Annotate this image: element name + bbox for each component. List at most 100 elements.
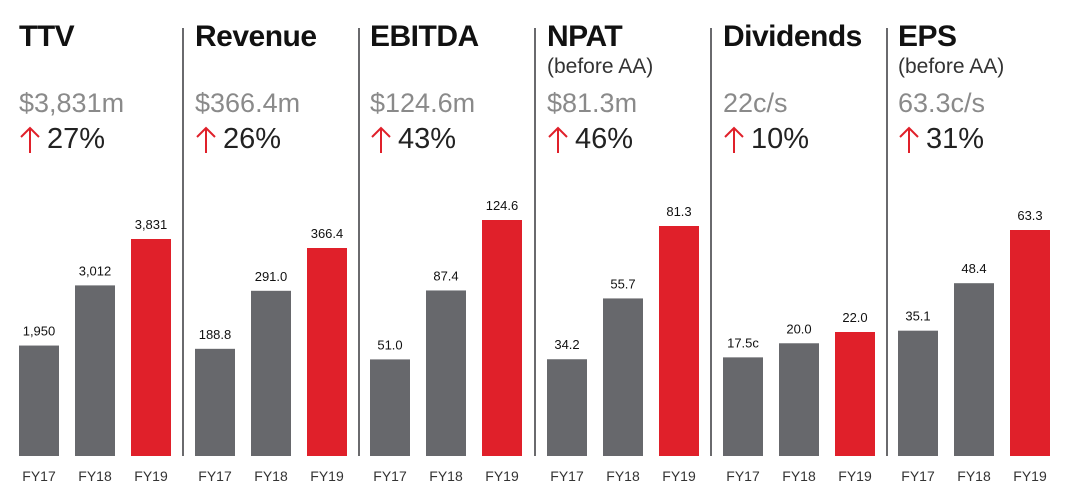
divider — [710, 28, 712, 456]
data-label: 35.1 — [905, 309, 930, 324]
chart-title: EBITDA — [370, 20, 479, 53]
divider — [182, 28, 184, 456]
category-label: FY18 — [78, 468, 112, 484]
data-label: 81.3 — [666, 204, 691, 219]
bar-fy18 — [75, 285, 115, 456]
bar-fy19 — [131, 239, 171, 456]
chart-title: Revenue — [195, 20, 317, 53]
panel-ebitda: EBITDA $124.6m 43% 51.0 FY17 87.4 FY18 124.6… — [358, 0, 534, 497]
category-label: FY18 — [429, 468, 463, 484]
category-label: FY19 — [662, 468, 696, 484]
data-label: 48.4 — [961, 261, 986, 276]
headline-value: $3,831m — [19, 88, 125, 118]
growth-percent: 46% — [575, 123, 634, 155]
data-label: 291.0 — [255, 269, 288, 284]
chart-title: EPS — [898, 20, 957, 53]
up-arrow-icon — [196, 126, 216, 153]
up-arrow-icon — [899, 126, 919, 153]
bar-chart-eps: 35.1 FY17 48.4 FY18 63.3 FY19 — [898, 208, 1050, 484]
category-label: FY18 — [782, 468, 816, 484]
growth-percent: 31% — [926, 123, 985, 155]
bar-fy17 — [370, 359, 410, 456]
data-label: 87.4 — [433, 268, 458, 283]
growth-indicator: 10% — [723, 123, 809, 156]
bar-fy18 — [954, 283, 994, 456]
bar-fy18 — [251, 290, 291, 456]
headline-value: $124.6m — [370, 88, 476, 118]
divider — [886, 28, 888, 456]
data-label: 3,012 — [79, 263, 112, 278]
growth-indicator: 31% — [898, 123, 984, 156]
headline-value: 63.3c/s — [898, 88, 986, 118]
bar-fy18 — [603, 298, 643, 456]
up-arrow-icon — [724, 126, 744, 153]
category-label: FY18 — [254, 468, 288, 484]
category-label: FY17 — [373, 468, 407, 484]
category-label: FY19 — [838, 468, 872, 484]
data-label: 188.8 — [199, 327, 232, 342]
bar-fy17 — [547, 359, 587, 456]
bar-chart-npat: 34.2 FY17 55.7 FY18 81.3 FY19 — [547, 204, 699, 484]
data-label: 20.0 — [786, 321, 811, 336]
chart-title: TTV — [19, 20, 75, 53]
data-label: 17.5c — [727, 335, 759, 350]
panel-eps: EPS (before AA) 63.3c/s 31% 35.1 FY17 48.4… — [886, 0, 1071, 497]
growth-indicator: 26% — [195, 123, 281, 156]
chart-subtitle: (before AA) — [898, 55, 1005, 78]
growth-indicator: 43% — [370, 123, 456, 156]
growth-percent: 10% — [751, 123, 810, 155]
panel-dividends: Dividends 22c/s 10% 17.5c FY17 20.0 FY18 22.… — [710, 0, 886, 497]
growth-percent: 27% — [47, 123, 106, 155]
category-label: FY17 — [901, 468, 935, 484]
panel-revenue: Revenue $366.4m 26% 188.8 FY17 291.0 FY18 36… — [180, 0, 358, 497]
category-label: FY19 — [1013, 468, 1047, 484]
bar-chart-revenue: 188.8 FY17 291.0 FY18 366.4 FY19 — [195, 226, 347, 484]
up-arrow-icon — [371, 126, 391, 153]
bar-chart-ebitda: 51.0 FY17 87.4 FY18 124.6 FY19 — [370, 198, 522, 484]
growth-indicator: 46% — [547, 123, 633, 156]
data-label: 22.0 — [842, 310, 867, 325]
bar-fy17 — [723, 357, 763, 456]
category-label: FY17 — [550, 468, 584, 484]
divider — [534, 28, 536, 456]
chart-title: NPAT — [547, 20, 623, 53]
bar-fy17 — [19, 345, 59, 456]
headline-value: $366.4m — [195, 88, 301, 118]
bar-fy17 — [898, 330, 938, 456]
category-label: FY17 — [198, 468, 232, 484]
bar-fy19 — [835, 332, 875, 456]
data-label: 366.4 — [311, 226, 344, 241]
panel-npat: NPAT (before AA) $81.3m 46% 34.2 FY17 55.7… — [534, 0, 710, 497]
bar-fy17 — [195, 348, 235, 456]
headline-value: 22c/s — [723, 88, 788, 118]
data-label: 63.3 — [1017, 208, 1042, 223]
bar-fy19 — [482, 220, 522, 456]
headline-value: $81.3m — [547, 88, 638, 118]
data-label: 1,950 — [23, 324, 56, 339]
data-label: 51.0 — [377, 337, 402, 352]
category-label: FY19 — [134, 468, 168, 484]
bar-fy18 — [426, 290, 466, 456]
category-label: FY17 — [22, 468, 56, 484]
growth-percent: 43% — [398, 123, 457, 155]
bar-fy19 — [307, 248, 347, 456]
category-label: FY18 — [957, 468, 991, 484]
divider — [358, 28, 360, 456]
bar-fy18 — [779, 343, 819, 456]
category-label: FY17 — [726, 468, 760, 484]
chart-title: Dividends — [723, 20, 862, 53]
category-label: FY19 — [485, 468, 519, 484]
panel-ttv: TTV $3,831m 27% 1,950 FY17 3,012 FY18 3,831 F… — [0, 0, 180, 497]
growth-indicator: 27% — [19, 123, 105, 156]
data-label: 34.2 — [554, 337, 579, 352]
category-label: FY18 — [606, 468, 640, 484]
chart-subtitle: (before AA) — [547, 55, 654, 78]
bar-fy19 — [1010, 230, 1050, 456]
data-label: 3,831 — [135, 217, 168, 232]
up-arrow-icon — [20, 126, 40, 153]
bar-chart-ttv: 1,950 FY17 3,012 FY18 3,831 FY19 — [19, 217, 171, 484]
growth-percent: 26% — [223, 123, 282, 155]
data-label: 124.6 — [486, 198, 519, 213]
category-label: FY19 — [310, 468, 344, 484]
up-arrow-icon — [548, 126, 568, 153]
